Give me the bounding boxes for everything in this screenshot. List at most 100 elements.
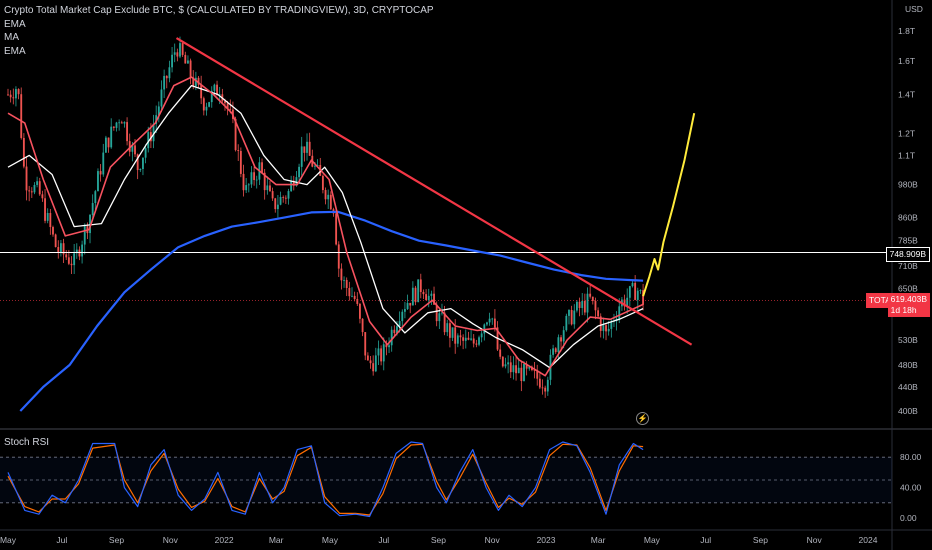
candle-body	[91, 203, 94, 215]
candle-body	[97, 171, 99, 192]
candle-body	[602, 325, 605, 331]
candle-body	[300, 146, 303, 167]
legend-ema-fast[interactable]: EMA	[4, 18, 26, 30]
candle-body	[345, 279, 348, 289]
candle-body	[303, 146, 306, 153]
candle-body	[628, 286, 631, 298]
candle-body	[144, 148, 147, 158]
candle-body	[340, 268, 343, 281]
candle-body	[528, 366, 531, 369]
candle-body	[327, 194, 330, 200]
candle-body	[41, 194, 44, 199]
time-tick-label: May	[322, 535, 339, 545]
ema-fast-line[interactable]	[7, 76, 644, 377]
time-tick-label: 2024	[859, 535, 878, 545]
candle-body	[112, 126, 115, 128]
trendline[interactable]	[175, 37, 693, 346]
ma-line[interactable]	[7, 84, 644, 369]
chart-legend: Crypto Total Market Cap Exclude BTC, $ (…	[4, 4, 434, 58]
candle-body	[7, 94, 9, 96]
candle-body	[181, 43, 184, 55]
candle-body	[573, 310, 576, 325]
candle-body	[279, 196, 282, 205]
candle-body	[263, 172, 266, 191]
candle-body	[501, 356, 504, 367]
price-tick-label: 980B	[898, 180, 918, 190]
candle-body	[589, 293, 592, 297]
candle-body	[250, 172, 253, 185]
candle-body	[356, 299, 359, 304]
candle-body	[237, 150, 240, 151]
candle-body	[388, 345, 390, 348]
price-tick-label: 1.1T	[898, 150, 915, 160]
candle-body	[591, 296, 594, 302]
candle-body	[290, 180, 293, 192]
candle-body	[316, 165, 319, 166]
legend-ema-slow[interactable]: EMA	[4, 45, 26, 57]
candle-body	[30, 191, 33, 193]
last-price-value: 619.403B	[890, 294, 927, 304]
candle-body	[552, 348, 555, 355]
candle-body	[171, 54, 173, 68]
candle-body	[480, 333, 483, 338]
candle-body	[464, 337, 467, 341]
candle-body	[380, 348, 383, 362]
candle-body	[443, 312, 446, 333]
candle-body	[168, 67, 171, 79]
stoch-rsi-pane	[0, 441, 892, 518]
time-tick-label: Nov	[163, 535, 179, 545]
candle-body	[136, 154, 139, 171]
candle-body	[176, 52, 179, 57]
candle-body	[28, 190, 31, 192]
stoch-rsi-label[interactable]: Stoch RSI	[4, 437, 50, 448]
price-tick-label: 1.2T	[898, 128, 915, 138]
time-tick-label: May	[0, 535, 17, 545]
candle-body	[308, 141, 311, 156]
candle-body	[396, 326, 398, 334]
price-tick-label: 400B	[898, 406, 918, 416]
candle-body	[49, 213, 52, 228]
candle-body	[409, 302, 412, 306]
candle-body	[417, 279, 420, 303]
candle-body	[454, 327, 457, 344]
ema-slow-line[interactable]	[19, 210, 644, 412]
candle-body	[247, 184, 250, 186]
candle-body	[110, 126, 113, 148]
candle-body	[229, 108, 232, 110]
candle-body	[401, 311, 404, 322]
candle-body	[414, 287, 417, 303]
candle-body	[438, 313, 441, 322]
candle-body	[52, 227, 54, 235]
candle-body	[324, 190, 327, 200]
candle-body	[67, 257, 70, 264]
price-tick-label: 785B	[898, 236, 918, 246]
candle-body	[120, 122, 123, 124]
time-tick-label: Sep	[109, 535, 124, 545]
stoch-d-line[interactable]	[7, 443, 644, 516]
candle-body	[382, 344, 385, 362]
candle-body	[361, 318, 364, 333]
candle-body	[586, 293, 589, 313]
candle-body	[544, 387, 547, 392]
candle-body	[9, 94, 12, 98]
candle-body	[493, 318, 496, 328]
candle-body	[102, 152, 105, 175]
candle-body	[610, 321, 613, 329]
candle-body	[216, 84, 218, 96]
time-tick-label: 2022	[215, 535, 234, 545]
candle-body	[187, 60, 189, 64]
candle-body	[184, 54, 187, 64]
stoch-k-line[interactable]	[7, 441, 644, 518]
projection-line[interactable]	[642, 112, 696, 297]
time-tick-label: Jul	[378, 535, 389, 545]
candle-body	[208, 102, 211, 107]
candle-body	[65, 254, 68, 258]
candle-body	[189, 60, 192, 78]
legend-ma[interactable]: MA	[4, 32, 19, 43]
candle-body	[554, 348, 557, 353]
candle-body	[512, 365, 515, 373]
candle-body	[242, 173, 245, 191]
lightning-icon[interactable]: ⚡	[636, 412, 649, 425]
candle-body	[385, 344, 388, 348]
